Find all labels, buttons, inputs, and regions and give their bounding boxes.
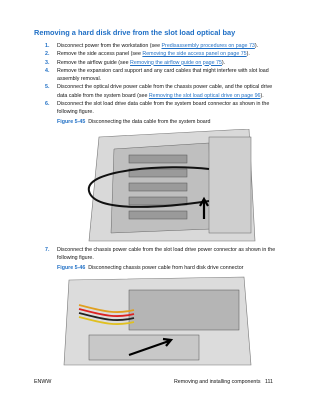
- figure-label: Figure 5-46: [57, 264, 86, 271]
- step-number: 1.: [45, 43, 50, 49]
- section-title: Removing a hard disk drive from the slot…: [34, 28, 236, 37]
- page: Removing a hard disk drive from the slot…: [34, 28, 277, 385]
- figure-caption: Figure 5-45 Disconnecting the data cable …: [57, 118, 277, 126]
- step-list: 1. Disconnect power from the workstation …: [45, 42, 277, 370]
- step-number: 4.: [45, 67, 50, 74]
- figure-text: Disconnecting the data cable from the sy…: [88, 118, 211, 125]
- figure-image: [59, 128, 259, 243]
- text: ).: [260, 92, 264, 99]
- text: Remove the expansion card support and an…: [57, 67, 269, 83]
- figure-label: Figure 5-45: [57, 118, 86, 125]
- step-number: 2.: [45, 51, 50, 58]
- step: 6. Disconnect the slot load drive data ca…: [45, 100, 277, 117]
- text: Remove the side access panel (see: [57, 51, 143, 58]
- footer-right: Removing and installing components 111: [174, 379, 273, 385]
- step-text: Remove the side access panel (see Removi…: [57, 50, 250, 58]
- footer: ENWW Removing and installing components …: [34, 379, 273, 385]
- figure-text: Disconnecting chassis power cable from h…: [88, 264, 244, 271]
- link[interactable]: Removing the airflow guide on page 75: [130, 59, 222, 66]
- text: Remove the airflow guide (see: [57, 59, 131, 66]
- step: 4. Remove the expansion card support and …: [45, 67, 277, 84]
- step: 5. Disconnect the optical drive power cab…: [45, 83, 277, 100]
- step-text: Disconnect the slot load drive data cabl…: [57, 100, 277, 117]
- text: Disconnect the slot load drive data cabl…: [57, 101, 270, 116]
- link[interactable]: Removing the slot load optical drive on …: [148, 92, 261, 99]
- figure-caption: Figure 5-46 Disconnecting chassis power c…: [57, 264, 277, 272]
- step-number: 6.: [45, 101, 50, 108]
- footer-section: Removing and installing components: [173, 379, 261, 385]
- text: Disconnect the chassis power cable from …: [57, 246, 276, 262]
- step-number: 5.: [45, 84, 50, 91]
- step-number: 7.: [45, 246, 50, 253]
- link[interactable]: Removing the side access panel on page 7…: [142, 51, 247, 58]
- step-text: Remove the airflow guide (see Removing t…: [57, 59, 225, 67]
- page-number: 111: [264, 379, 273, 385]
- step-text: Disconnect power from the workstation (s…: [57, 42, 258, 50]
- figure-image: [59, 274, 259, 367]
- step: 1. Disconnect power from the workstation …: [45, 42, 277, 50]
- link[interactable]: Predisassembly procedures on page 73: [161, 43, 255, 49]
- footer-left: ENWW: [34, 379, 52, 385]
- step: 2. Remove the side access panel (see Remo…: [45, 50, 277, 58]
- step-text: Disconnect the chassis power cable from …: [57, 246, 277, 263]
- step-number: 3.: [45, 59, 50, 66]
- text: ).: [221, 59, 226, 66]
- step: 3. Remove the airflow guide (see Removing…: [45, 59, 277, 67]
- text: ).: [246, 51, 250, 58]
- step-text: Disconnect the optical drive power cable…: [57, 83, 277, 100]
- text: Disconnect power from the workstation (s…: [57, 43, 162, 49]
- step: 7. Disconnect the chassis power cable fro…: [45, 246, 277, 263]
- text: Disconnect the optical drive power cable…: [57, 84, 273, 99]
- text: ).: [254, 43, 259, 49]
- step-text: Remove the expansion card support and an…: [57, 67, 277, 84]
